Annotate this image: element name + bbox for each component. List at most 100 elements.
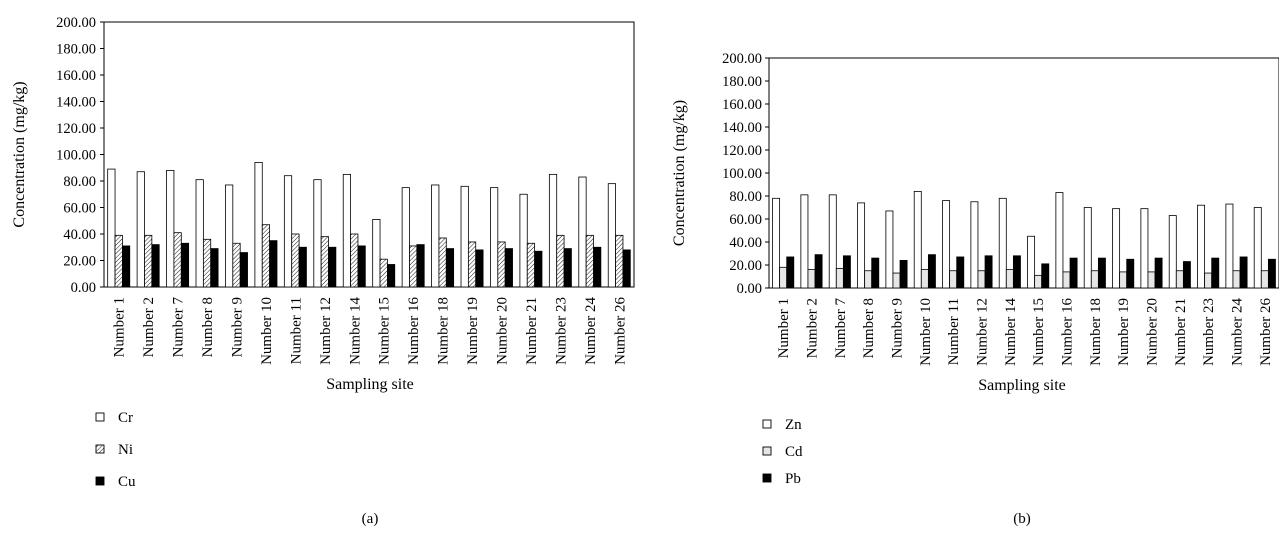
- bar-pb: [984, 255, 993, 289]
- y-tick-label: 100.00: [56, 148, 96, 164]
- bar-cu: [210, 248, 219, 288]
- bar-zn: [1055, 192, 1064, 289]
- x-category-label: Number 16: [1060, 298, 1076, 366]
- bar-cd: [1034, 274, 1043, 289]
- bar-cu: [475, 249, 484, 288]
- bar-pb: [1012, 255, 1021, 289]
- panel-label: (a): [362, 511, 379, 527]
- x-category-label: Number 9: [230, 297, 246, 357]
- bar-cu: [416, 244, 425, 288]
- bar-cr: [195, 179, 204, 288]
- bar-pb: [899, 259, 908, 289]
- bar-pb: [1182, 261, 1191, 289]
- bar-zn: [800, 194, 809, 289]
- bar-cu: [445, 248, 455, 288]
- bar-pb: [1154, 257, 1163, 289]
- x-axis-title: Sampling site: [978, 377, 1066, 394]
- legend-swatch-ni: [95, 444, 105, 454]
- bar-pb: [1126, 258, 1135, 289]
- bar-ni: [350, 233, 359, 288]
- bar-zn: [942, 200, 951, 289]
- bar-zn: [1225, 203, 1234, 289]
- bar-cu: [357, 245, 366, 288]
- x-category-label: Number 15: [377, 297, 393, 365]
- x-category-label: Number 12: [975, 298, 991, 366]
- legend-label-ni: Ni: [118, 442, 133, 458]
- bar-cr: [107, 168, 116, 288]
- bar-zn: [998, 197, 1007, 289]
- bar-cu: [151, 244, 160, 288]
- bar-cu: [504, 248, 513, 288]
- legend-label-cd: Cd: [785, 444, 803, 460]
- y-tick-label: 180.00: [56, 42, 96, 58]
- x-category-label: Number 10: [918, 298, 934, 366]
- x-category-label: Number 14: [347, 297, 363, 365]
- bar-ni: [497, 241, 506, 288]
- bar-cd: [807, 269, 816, 289]
- x-category-label: Number 26: [1258, 298, 1274, 366]
- bar-zn: [1140, 208, 1149, 289]
- bar-pb: [1041, 263, 1050, 289]
- bar-cr: [372, 219, 381, 288]
- bar-cd: [1090, 270, 1099, 289]
- bar-pb: [927, 254, 936, 289]
- x-category-label: Number 21: [524, 297, 540, 365]
- legend-label-cr: Cr: [118, 410, 133, 426]
- bar-cu: [328, 246, 337, 288]
- bar-cd: [864, 270, 873, 289]
- x-category-label: Number 20: [1145, 298, 1161, 366]
- bar-cd: [892, 272, 901, 289]
- x-category-label: Number 9: [890, 298, 906, 358]
- bar-ni: [144, 234, 153, 288]
- bar-zn: [772, 197, 781, 289]
- y-tick-label: 20.00: [729, 258, 762, 274]
- bar-zn: [1083, 207, 1092, 289]
- x-category-label: Number 19: [1116, 298, 1132, 366]
- bar-cu: [122, 245, 131, 288]
- bar-cd: [920, 269, 929, 289]
- bar-cd: [1062, 271, 1071, 289]
- x-category-label: Number 10: [259, 297, 275, 365]
- bar-cr: [519, 193, 528, 288]
- legend-label-zn: Zn: [785, 417, 802, 433]
- y-tick-label: 0.00: [71, 280, 96, 296]
- bar-zn: [857, 202, 866, 289]
- x-category-label: Number 24: [1230, 298, 1246, 366]
- bar-zn: [1253, 207, 1262, 289]
- bar-cr: [490, 187, 499, 288]
- panel-label: (b): [1013, 511, 1031, 527]
- x-category-label: Number 20: [495, 297, 511, 365]
- y-tick-label: 40.00: [729, 235, 762, 251]
- x-category-label: Number 11: [946, 298, 962, 365]
- bar-cu: [180, 242, 190, 288]
- bar-cr: [578, 176, 587, 288]
- x-category-label: Number 8: [861, 298, 877, 358]
- bar-cr: [225, 184, 234, 288]
- bar-cr: [460, 185, 469, 288]
- bar-pb: [1267, 258, 1276, 289]
- bar-cr: [254, 162, 263, 288]
- bar-cr: [607, 183, 616, 288]
- bar-cr: [401, 187, 410, 288]
- y-tick-label: 60.00: [63, 201, 96, 217]
- bar-zn: [970, 201, 979, 289]
- x-category-label: Number 12: [318, 297, 334, 365]
- bar-ni: [232, 242, 241, 288]
- x-category-label: Number 7: [171, 297, 187, 358]
- y-tick-label: 40.00: [63, 227, 96, 243]
- bar-cd: [779, 266, 788, 289]
- chart-panel-b: 0.00 20.00 40.00 60.00 80.00 100.00 120.00 140.…: [671, 51, 1279, 527]
- bar-zn: [1027, 235, 1036, 289]
- bar-ni: [409, 245, 418, 288]
- y-tick-label: 200.00: [56, 15, 96, 31]
- bar-cu: [387, 264, 396, 288]
- y-tick-label: 20.00: [63, 254, 96, 270]
- bar-cr: [313, 179, 322, 288]
- y-tick-label: 200.00: [722, 51, 762, 67]
- x-category-label: Number 18: [436, 297, 452, 365]
- bar-cu: [269, 240, 278, 288]
- bar-cd: [1005, 269, 1014, 289]
- bar-ni: [526, 242, 536, 288]
- bar-zn: [913, 190, 922, 289]
